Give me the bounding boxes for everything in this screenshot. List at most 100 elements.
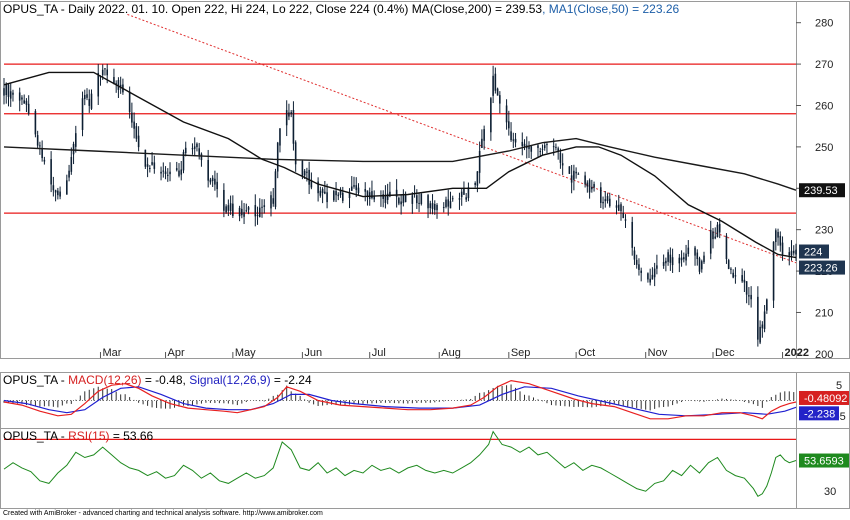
month-label: Sep (511, 347, 531, 359)
candle-body (41, 147, 43, 159)
candle-body (779, 235, 782, 246)
candle-body (703, 255, 705, 263)
macd-symbol: OPUS_TA - (3, 373, 69, 387)
candle-body (631, 221, 634, 248)
ma50-badge-bg (799, 260, 845, 275)
candle-body (292, 110, 295, 144)
candle-body (335, 190, 337, 196)
candle-body (761, 324, 764, 329)
candle-body (341, 192, 344, 201)
candle-body (573, 170, 575, 180)
candle-body (593, 184, 595, 188)
price-y-tick-label: 250 (815, 142, 833, 154)
candle-body (653, 268, 656, 278)
candle-body (777, 231, 779, 238)
candle-body (128, 91, 131, 113)
candle-body (36, 135, 39, 146)
candle-body (43, 159, 46, 162)
candle-body (263, 205, 266, 207)
candle-body (238, 207, 241, 217)
candle-body (763, 311, 766, 329)
rsi-symbol: OPUS_TA - (3, 429, 69, 443)
signal-line (3, 386, 797, 417)
signal-badge-bg (799, 406, 839, 421)
candle-body (81, 98, 84, 130)
candle-body (117, 79, 120, 90)
candle-body (198, 148, 200, 155)
candle-body (151, 162, 153, 165)
candle-body (429, 203, 432, 208)
candle-body (602, 201, 604, 204)
candle-body (420, 193, 423, 204)
candle-body (570, 175, 573, 183)
candle-body (106, 69, 109, 76)
candle-body (555, 146, 557, 148)
ma200-line (3, 137, 797, 191)
candle-body (451, 198, 454, 200)
candle-body (72, 143, 75, 155)
candle-body (191, 148, 194, 150)
candle-body (638, 264, 640, 270)
candle-body (523, 143, 526, 147)
candle-body (463, 188, 465, 195)
candle-body (160, 171, 162, 174)
candle-body (732, 272, 734, 278)
candle-body (727, 260, 730, 269)
candle-body (57, 190, 59, 196)
candle-body (624, 219, 627, 221)
month-label: Mar (102, 347, 121, 359)
candle-body (683, 257, 685, 260)
candle-body (86, 94, 88, 98)
month-label: 2022 (785, 347, 809, 359)
candle-body (164, 171, 167, 174)
candle-body (656, 265, 658, 269)
candle-body (319, 190, 322, 196)
month-label: Jul (372, 347, 386, 359)
candle-body (748, 295, 750, 297)
candle-body (324, 191, 326, 194)
candle-body (34, 111, 37, 135)
candle-body (137, 135, 140, 148)
candle-body (274, 171, 277, 207)
candle-body (685, 253, 687, 261)
candle-body (537, 145, 539, 148)
macd-legend: MACD(12,26) (68, 373, 142, 387)
price-y-tick-label: 280 (815, 18, 833, 30)
candle-body (389, 191, 391, 197)
ma50-legend: , MA1(Close,50) = 223.26 (542, 2, 680, 16)
candle-body (279, 128, 281, 146)
candle-body (74, 133, 77, 147)
candle-body (483, 129, 485, 141)
macd-panel-title: OPUS_TA - MACD(12,26) = -0.48, Signal(12… (3, 373, 312, 387)
candle-body (310, 180, 313, 188)
candle-body (258, 207, 261, 218)
month-label: May (235, 347, 256, 359)
candle-body (23, 100, 25, 104)
candle-body (750, 294, 752, 300)
candle-body (153, 162, 156, 169)
candle-body (317, 181, 319, 194)
candle-body (436, 204, 438, 211)
signal-value: = -2.24 (270, 373, 312, 387)
candle-body (528, 145, 530, 149)
candle-body (714, 236, 717, 239)
candle-body (649, 278, 651, 283)
candle-body (70, 157, 73, 172)
candle-body (256, 215, 259, 217)
candle-body (541, 148, 544, 150)
month-label: Dec (715, 347, 735, 359)
candle-body (131, 112, 133, 123)
candle-body (113, 76, 115, 84)
candle-body (552, 146, 555, 148)
candle-body (59, 191, 61, 197)
candle-body (591, 186, 593, 190)
candle-body (18, 92, 21, 101)
candle-body (775, 230, 777, 243)
macd-y-tick-label: -5 (836, 411, 846, 423)
candle-body (678, 257, 681, 264)
candle-body (622, 213, 625, 218)
candle-body (458, 198, 461, 200)
candle-body (445, 199, 447, 207)
candle-body (229, 203, 232, 211)
month-label: Jun (304, 347, 322, 359)
